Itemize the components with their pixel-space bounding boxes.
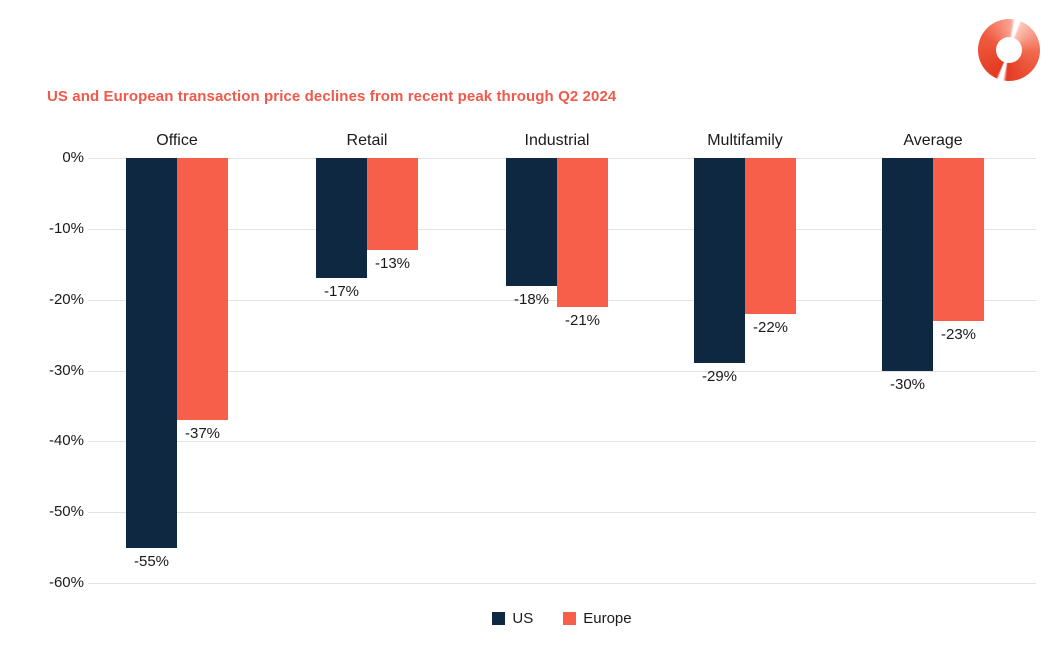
y-axis-tick-label: -50% bbox=[48, 503, 84, 521]
value-label: -30% bbox=[889, 375, 926, 393]
legend-label: Europe bbox=[583, 610, 632, 627]
bar-europe-average bbox=[933, 158, 984, 321]
category-label: Multifamily bbox=[707, 132, 783, 149]
category-label: Industrial bbox=[524, 132, 590, 149]
value-label: -22% bbox=[752, 318, 789, 336]
bar-europe-multifamily bbox=[745, 158, 796, 314]
brand-logo-icon bbox=[978, 19, 1040, 81]
legend: US Europe bbox=[88, 610, 1036, 627]
bar-us-retail bbox=[316, 158, 367, 279]
value-label: -13% bbox=[374, 255, 411, 273]
value-label: -18% bbox=[513, 290, 550, 308]
legend-item-europe: Europe bbox=[563, 610, 632, 627]
bar-us-office bbox=[126, 158, 177, 548]
legend-label: US bbox=[512, 610, 534, 627]
gridline bbox=[88, 370, 1036, 372]
bar-us-multifamily bbox=[694, 158, 745, 364]
value-label: -55% bbox=[133, 552, 170, 570]
category-label: Average bbox=[903, 132, 963, 149]
gridline bbox=[88, 583, 1036, 584]
value-label: -17% bbox=[323, 283, 360, 301]
value-label: -37% bbox=[184, 425, 221, 443]
gridline bbox=[88, 441, 1036, 443]
y-axis-tick-label: 0% bbox=[62, 149, 84, 166]
bar-us-average bbox=[882, 158, 933, 371]
y-axis-tick-label: -20% bbox=[48, 290, 84, 308]
legend-swatch-icon bbox=[563, 612, 577, 625]
y-axis-tick-label: -60% bbox=[48, 574, 84, 591]
legend-item-us: US bbox=[492, 610, 533, 627]
legend-swatch-icon bbox=[492, 612, 506, 625]
gridline bbox=[88, 512, 1036, 514]
y-axis-tick-label: -40% bbox=[48, 432, 84, 450]
bar-us-industrial bbox=[506, 158, 557, 286]
bar-europe-office bbox=[177, 158, 228, 421]
y-axis-tick-label: -10% bbox=[48, 219, 84, 237]
y-axis-tick-label: -30% bbox=[48, 361, 84, 379]
value-label: -23% bbox=[940, 325, 977, 343]
category-label: Retail bbox=[346, 132, 388, 149]
category-label: Office bbox=[156, 132, 198, 149]
value-label: -21% bbox=[564, 311, 601, 329]
bar-europe-retail bbox=[367, 158, 418, 251]
value-label: -29% bbox=[701, 368, 738, 386]
bar-europe-industrial bbox=[557, 158, 608, 307]
chart-title: US and European transaction price declin… bbox=[47, 88, 617, 105]
